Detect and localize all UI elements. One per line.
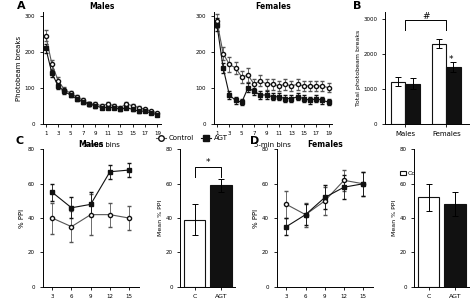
Bar <box>391 82 405 124</box>
Bar <box>444 204 465 287</box>
Text: #: # <box>422 12 429 21</box>
Text: D: D <box>250 136 259 146</box>
Y-axis label: Total photobeam breaks: Total photobeam breaks <box>356 30 361 106</box>
Title: Females: Females <box>307 140 343 149</box>
Legend: Control, AGT: Control, AGT <box>398 168 456 179</box>
Y-axis label: % PPI: % PPI <box>19 209 25 228</box>
X-axis label: 5-min bins: 5-min bins <box>83 142 120 148</box>
Legend: Control, AGT: Control, AGT <box>153 132 231 144</box>
Text: C: C <box>16 136 24 146</box>
Y-axis label: Photobeam breaks: Photobeam breaks <box>16 35 22 101</box>
Text: A: A <box>17 1 25 11</box>
Y-axis label: Mean % PPI: Mean % PPI <box>392 200 397 236</box>
Bar <box>447 67 461 124</box>
Title: Females: Females <box>255 2 291 11</box>
Bar <box>432 44 447 124</box>
Title: Males: Males <box>89 2 114 11</box>
Text: *: * <box>448 55 453 64</box>
Y-axis label: % PPI: % PPI <box>253 209 259 228</box>
Bar <box>405 84 420 124</box>
Bar <box>418 198 439 287</box>
Text: B: B <box>353 1 362 11</box>
Title: Males: Males <box>78 140 103 149</box>
Text: *: * <box>206 158 210 167</box>
Bar <box>184 220 205 287</box>
X-axis label: 5-min bins: 5-min bins <box>255 142 291 148</box>
Y-axis label: Mean % PPI: Mean % PPI <box>158 200 163 236</box>
Bar <box>210 185 232 287</box>
